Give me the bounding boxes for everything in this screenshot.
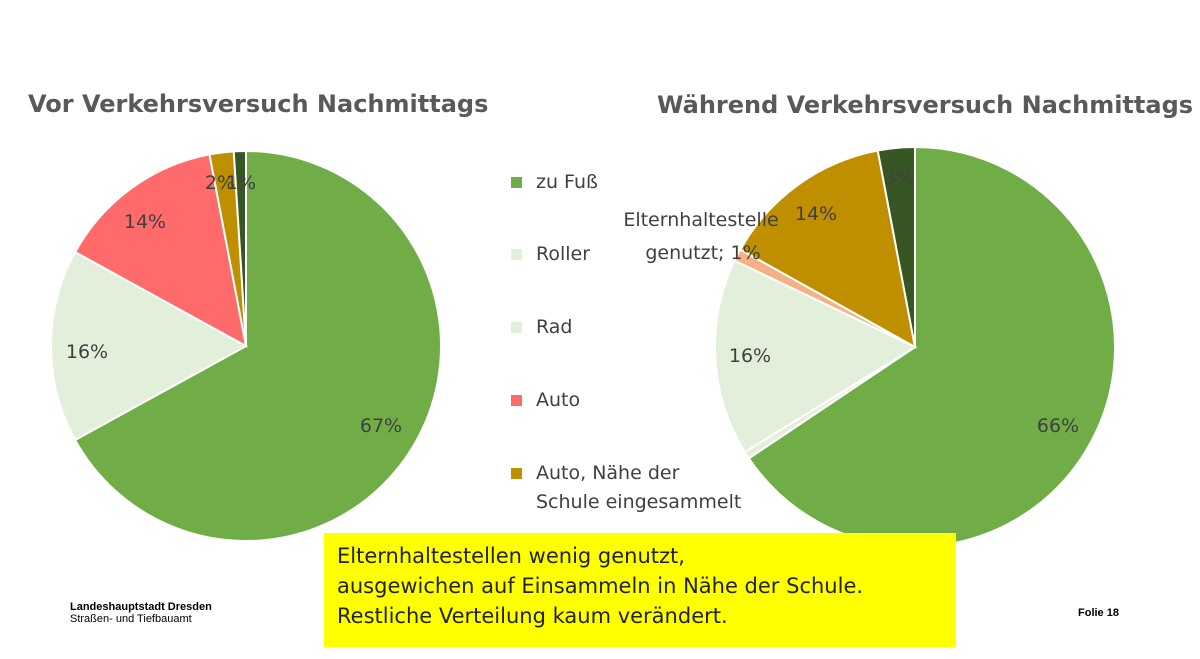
legend-label: Auto, Nähe der Schule eingesammelt xyxy=(536,459,741,517)
legend-label-line: Schule eingesammelt xyxy=(536,491,742,513)
footer-organization: Landeshauptstadt Dresden Straßen- und Ti… xyxy=(70,601,212,625)
legend-item-roller: Roller xyxy=(511,240,590,269)
legend-label: Auto xyxy=(536,389,581,411)
data-label-rad: 16% xyxy=(66,341,108,363)
callout-line: ausgewichen auf Einsammeln in Nähe der S… xyxy=(337,574,864,598)
pie-slice-auto xyxy=(876,145,916,348)
callout-line: Restliche Verteilung kaum verändert. xyxy=(337,604,728,628)
data-label-auto-naehe-der-schule-eingesammelt: 2% xyxy=(205,172,235,194)
legend-item-auto-schule: Auto, Nähe der Schule eingesammelt xyxy=(511,459,741,517)
footer-department: Straßen- und Tiefbauamt xyxy=(70,613,192,625)
data-label-zu-fuss: 67% xyxy=(360,415,402,437)
pie-slice-zu-fuss xyxy=(73,149,442,542)
callout-line: Elternhaltestellen wenig genutzt, xyxy=(337,544,685,568)
legend-swatch xyxy=(511,249,522,260)
data-label-zu-fuss: 66% xyxy=(1037,415,1079,437)
annotation-elternhaltestelle-line-1: Elternhaltestelle xyxy=(623,209,778,231)
legend-swatch xyxy=(511,395,522,406)
legend-item-zu-fuss: zu Fuß xyxy=(511,168,598,197)
legend-item-rad: Rad xyxy=(511,313,573,342)
legend-label-line: Auto, Nähe der xyxy=(536,462,680,484)
legend-swatch xyxy=(511,322,522,333)
pie-slice-auto xyxy=(73,153,248,348)
data-label-rad: 16% xyxy=(729,345,771,367)
data-label-auto-naehe-der-schule-eingesammelt: 14% xyxy=(795,203,837,225)
legend-label: Rad xyxy=(536,316,573,338)
legend-label: Roller xyxy=(536,243,591,265)
slide-number: Folie 18 xyxy=(1078,607,1119,619)
data-label-elternhaltestelle-genutzt: 1% xyxy=(226,172,256,194)
chart-title-during: Während Verkehrsversuch Nachmittags xyxy=(657,91,1194,119)
footer-org-name: Landeshauptstadt Dresden xyxy=(70,601,212,613)
legend-label: zu Fuß xyxy=(536,171,598,193)
legend-swatch xyxy=(511,177,522,188)
summary-callout: Elternhaltestellen wenig genutzt, ausgew… xyxy=(324,533,956,647)
pie-slice-rad xyxy=(714,259,918,454)
data-label-auto: 14% xyxy=(124,211,166,233)
pie-slice-elternhaltestelle-genutzt xyxy=(232,149,247,347)
legend-swatch xyxy=(511,468,522,479)
annotation-elternhaltestelle-line-2: genutzt; 1% xyxy=(645,242,760,264)
data-label-auto: 3% xyxy=(884,167,914,189)
legend-item-auto: Auto xyxy=(511,386,580,415)
pie-slice-rad xyxy=(50,250,249,442)
chart-title-before: Vor Verkehrsversuch Nachmittags xyxy=(28,90,489,118)
pie-slice-auto-naehe-der-schule-eingesammelt xyxy=(738,149,917,349)
